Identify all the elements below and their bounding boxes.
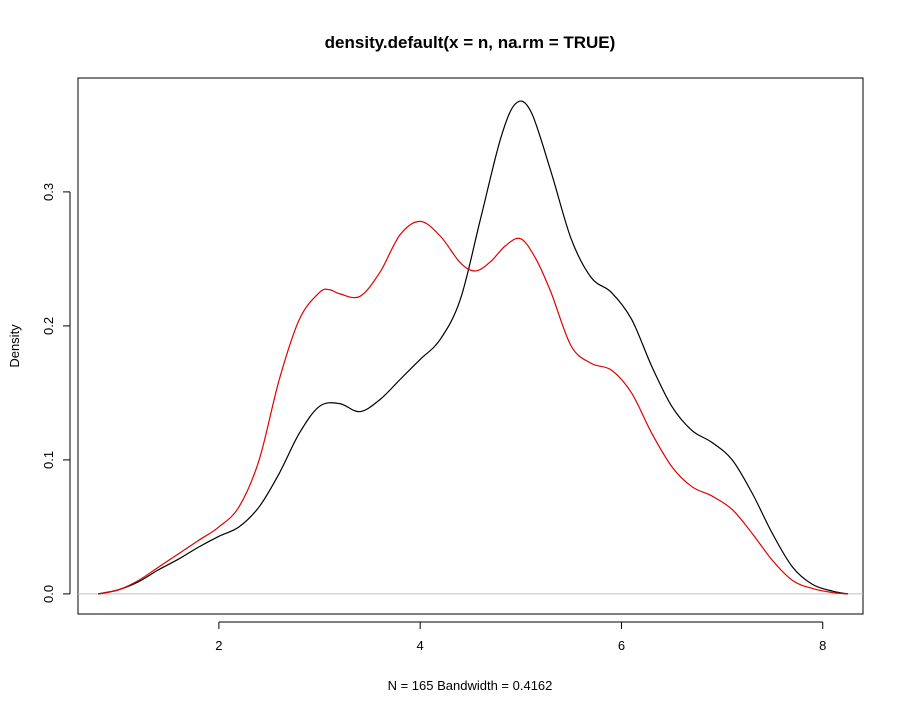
y-axis-label: Density [7, 324, 22, 368]
x-axis-label: N = 165 Bandwidth = 0.4162 [388, 678, 553, 693]
chart-title: density.default(x = n, na.rm = TRUE) [325, 33, 616, 52]
x-axis: 2 4 6 8 [215, 621, 826, 653]
y-axis: 0.0 0.1 0.2 0.3 [41, 183, 71, 603]
x-tick-label: 4 [417, 638, 424, 653]
x-tick-label: 8 [819, 638, 826, 653]
y-tick-label: 0.2 [41, 317, 56, 335]
density-line-red [98, 220, 848, 595]
x-tick-label: 6 [618, 638, 625, 653]
y-tick-label: 0.1 [41, 451, 56, 469]
y-tick-label: 0.0 [41, 585, 56, 603]
plot-frame [77, 77, 864, 615]
series-layer [98, 100, 849, 595]
x-tick-label: 2 [215, 638, 222, 653]
density-line-black [98, 100, 849, 595]
y-tick-label: 0.3 [41, 183, 56, 201]
